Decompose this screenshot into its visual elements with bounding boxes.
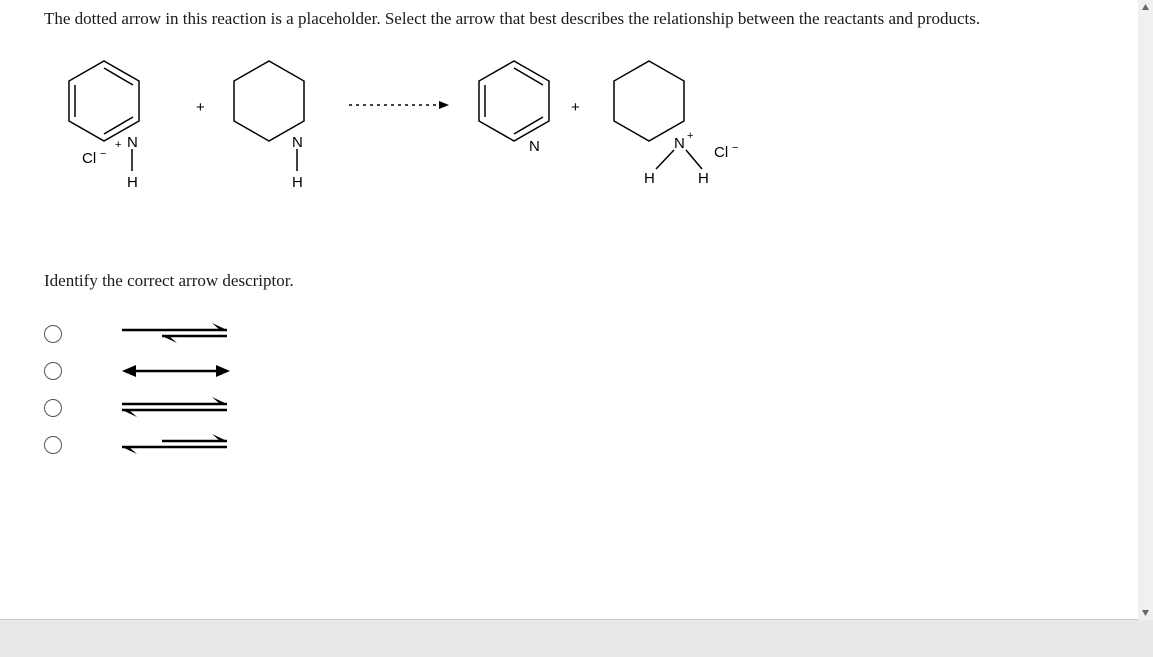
arrow-eq-rev-favored (112, 430, 242, 460)
mol4-cl-label: Cl (714, 144, 728, 161)
molecule-3: N (464, 51, 574, 176)
scroll-track[interactable] (1138, 15, 1153, 605)
question-main-text: The dotted arrow in this reaction is a p… (0, 0, 1138, 31)
question-panel: The dotted arrow in this reaction is a p… (0, 0, 1138, 620)
arrow-equilibrium (112, 393, 242, 423)
mol3-n-label: N (529, 138, 540, 155)
radio-button[interactable] (44, 325, 62, 343)
radio-button[interactable] (44, 436, 62, 454)
option-1[interactable] (44, 316, 1138, 353)
question-sub-text: Identify the correct arrow descriptor. (0, 261, 1138, 291)
mol4-neg: − (732, 142, 738, 154)
option-3[interactable] (44, 390, 1138, 427)
reaction-scheme: N H + Cl − + N H (44, 51, 1138, 221)
mol2-n-label: N (292, 134, 303, 151)
mol4-n-label: N (674, 135, 685, 152)
mol1-h-label: H (127, 174, 138, 191)
molecule-1: N H + Cl − (44, 51, 174, 216)
arrow-resonance (112, 356, 242, 386)
molecule-4: N + H H Cl − (594, 51, 754, 216)
mol4-h2-label: H (698, 170, 709, 187)
mol2-h-label: H (292, 174, 303, 191)
answer-options (44, 316, 1138, 464)
scroll-down-button[interactable] (1138, 605, 1153, 620)
mol4-charge: + (687, 130, 693, 142)
radio-button[interactable] (44, 362, 62, 380)
plus-sign-2: + (571, 99, 580, 116)
mol1-n-label: N (127, 134, 138, 151)
option-4[interactable] (44, 427, 1138, 464)
plus-sign-1: + (196, 99, 205, 116)
arrow-eq-fwd-favored (112, 319, 242, 349)
option-2[interactable] (44, 353, 1138, 390)
mol4-h1-label: H (644, 170, 655, 187)
mol1-charge: + (115, 139, 121, 151)
molecule-2: N H (219, 51, 329, 216)
radio-button[interactable] (44, 399, 62, 417)
vertical-scrollbar[interactable] (1138, 0, 1153, 620)
scroll-up-button[interactable] (1138, 0, 1153, 15)
dotted-reaction-arrow (344, 95, 454, 120)
mol1-cl-label: Cl (82, 150, 96, 167)
mol1-neg: − (100, 148, 106, 160)
